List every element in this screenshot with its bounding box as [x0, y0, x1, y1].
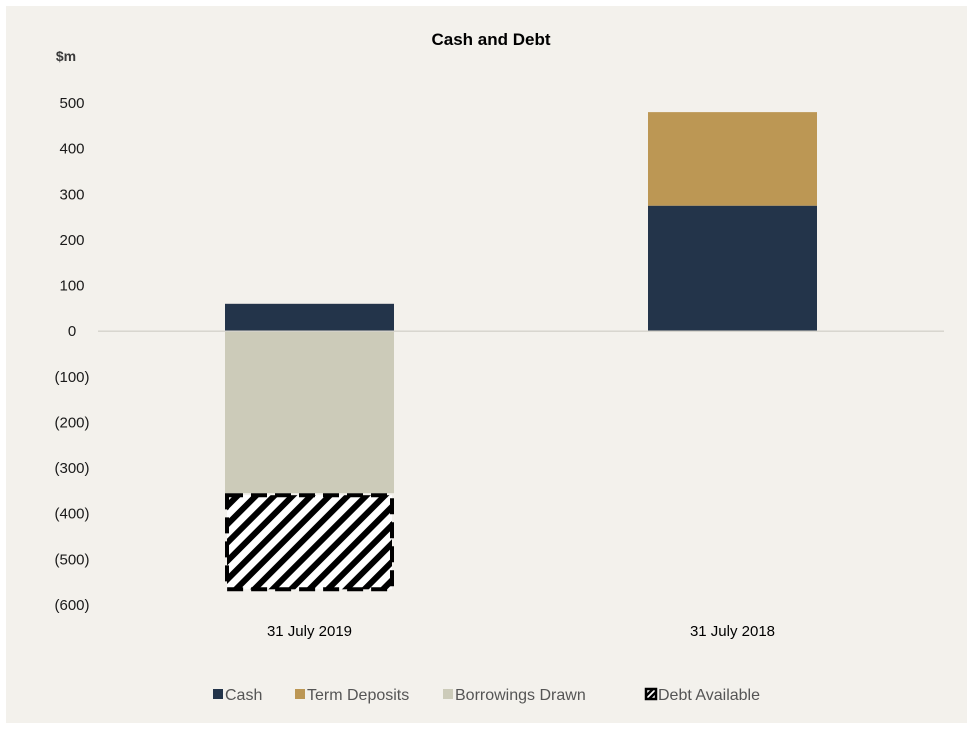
legend-label-term-deposits: Term Deposits [307, 687, 409, 704]
legend-swatch-cash [213, 689, 223, 699]
bar-cash [225, 304, 394, 331]
y-axis-ticks: 500 400 300 200 100 0 (100) (200) (300) (400) (500… [54, 95, 89, 614]
category-labels: 31 July 2019 31 July 2018 [267, 623, 775, 640]
chart-title: Cash and Debt [431, 30, 550, 49]
bar-borrowings-drawn [225, 331, 394, 493]
y-tick-label: 300 [59, 186, 84, 203]
y-tick-label: (500) [54, 551, 89, 568]
legend-label-debt-available: Debt Available [658, 687, 760, 704]
legend-swatch-term-deposits [295, 689, 305, 699]
y-tick-label: 200 [59, 232, 84, 249]
y-tick-label: (600) [54, 597, 89, 614]
y-unit-label: $m [56, 48, 76, 64]
y-tick-label: 0 [68, 323, 76, 340]
bars [225, 112, 817, 589]
y-tick-label: (300) [54, 460, 89, 477]
y-tick-label: 500 [59, 95, 84, 112]
bar-term-deposits [648, 112, 817, 206]
bar-cash [648, 206, 817, 332]
y-tick-label: (200) [54, 414, 89, 431]
legend-label-cash: Cash [225, 687, 262, 704]
bar-debt-available-hatch [227, 495, 392, 589]
category-label: 31 July 2019 [267, 623, 352, 640]
y-tick-label: 400 [59, 141, 84, 158]
legend-label-borrowings-drawn: Borrowings Drawn [455, 687, 586, 704]
category-label: 31 July 2018 [690, 623, 775, 640]
y-tick-label: (100) [54, 369, 89, 386]
chart-area: Cash and Debt $m 500 400 300 200 100 0 (100) (2… [6, 6, 967, 723]
y-tick-label: (400) [54, 506, 89, 523]
cash-and-debt-chart: Cash and Debt $m 500 400 300 200 100 0 (100) (2… [6, 6, 967, 723]
legend-swatch-borrowings-drawn [443, 689, 453, 699]
legend: Cash Term Deposits Borrowings Drawn Debt Av… [213, 687, 760, 704]
y-tick-label: 100 [59, 278, 84, 295]
